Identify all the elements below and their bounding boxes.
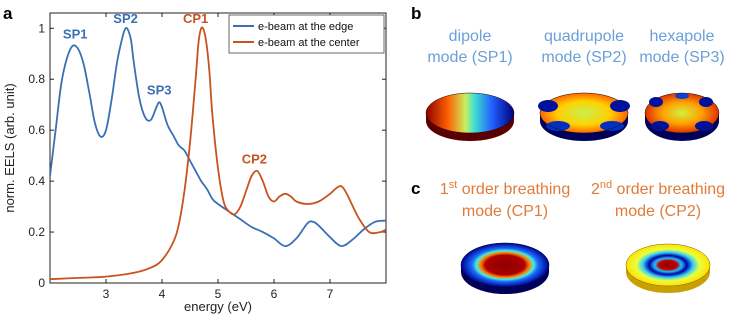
- peak-label-sp2: SP2: [113, 11, 138, 26]
- peak-label-sp1: SP1: [63, 26, 88, 41]
- y-tick-label: 0.8: [28, 72, 45, 86]
- disk-hexapole-field-icon: [644, 92, 720, 141]
- mode-sp2-line2: mode (SP2): [541, 49, 626, 66]
- mode-cp1-ordinal: 1: [440, 181, 449, 198]
- disk-second-breathing-field-icon: [625, 243, 711, 293]
- mode-cp2-line1-rest: order breathing: [612, 181, 725, 198]
- x-tick-label: 5: [215, 287, 222, 301]
- mode-cp2-ordinal: 2: [591, 181, 600, 198]
- disk-first-breathing-field-icon: [460, 242, 550, 294]
- x-tick-label: 6: [271, 287, 278, 301]
- mode-cp1-line1-rest: order breathing: [457, 181, 570, 198]
- mode-sp1-line2: mode (SP1): [427, 49, 512, 66]
- mode-cp1-ordinal-suffix: st: [449, 179, 458, 191]
- mode-sp1-line1: dipole: [449, 28, 492, 45]
- x-tick-label: 4: [159, 287, 166, 301]
- legend-box: [228, 14, 385, 54]
- mode-cp2-line1: 2nd order breathing: [591, 179, 725, 198]
- peak-label-sp3: SP3: [147, 83, 172, 98]
- mode-sp2-line1: quadrupole: [544, 28, 624, 45]
- mode-cp2-line2: mode (CP2): [615, 203, 701, 220]
- panel-b-labels: dipole mode (SP1) quadrupole mode (SP2) …: [427, 28, 724, 66]
- panel-c-letter: c: [411, 179, 420, 198]
- disk-quadrupole-field-icon: [538, 92, 630, 141]
- mode-sp3-line1: hexapole: [650, 28, 715, 45]
- series-lines: [50, 26, 386, 281]
- legend-label-center: e-beam at the center: [258, 37, 360, 49]
- y-tick-label: 1: [38, 21, 45, 35]
- y-tick-label: 0.4: [28, 174, 45, 188]
- x-axis: 3 4 5 6 7: [103, 13, 334, 301]
- legend-label-edge: e-beam at the edge: [258, 21, 353, 33]
- panel-c-labels: 1st order breathing mode (CP1) 2nd order…: [440, 179, 725, 220]
- mode-cp1-line1: 1st order breathing: [440, 179, 570, 198]
- series-line-edge: [50, 27, 386, 248]
- mode-cp1-line2: mode (CP1): [462, 203, 548, 220]
- y-tick-label: 0.6: [28, 123, 45, 137]
- mode-cp2-ordinal-suffix: nd: [600, 179, 612, 191]
- y-tick-label: 0: [38, 276, 45, 290]
- y-axis-label: norm. EELS (arb. unit): [2, 83, 17, 212]
- peak-label-cp1: CP1: [183, 11, 208, 26]
- y-tick-label: 0.2: [28, 225, 45, 239]
- peak-label-cp2: CP2: [242, 151, 267, 166]
- series-line-center: [50, 26, 386, 281]
- x-tick-label: 7: [327, 287, 334, 301]
- plot-area: 0 0.2 0.4 0.6 0.8 1 3 4 5 6 7 SP1 SP2 SP3 CP1 CP2: [28, 11, 387, 301]
- mode-sp3-line2: mode (SP3): [639, 49, 724, 66]
- panel-a-letter: a: [3, 4, 13, 23]
- legend: e-beam at the edge e-beam at the center: [228, 14, 385, 54]
- panel-b-letter: b: [411, 4, 421, 23]
- peak-labels: SP1 SP2 SP3 CP1 CP2: [63, 11, 267, 166]
- x-axis-label: energy (eV): [184, 299, 252, 314]
- disk-dipole-field-icon: [425, 92, 515, 141]
- x-tick-label: 3: [103, 287, 110, 301]
